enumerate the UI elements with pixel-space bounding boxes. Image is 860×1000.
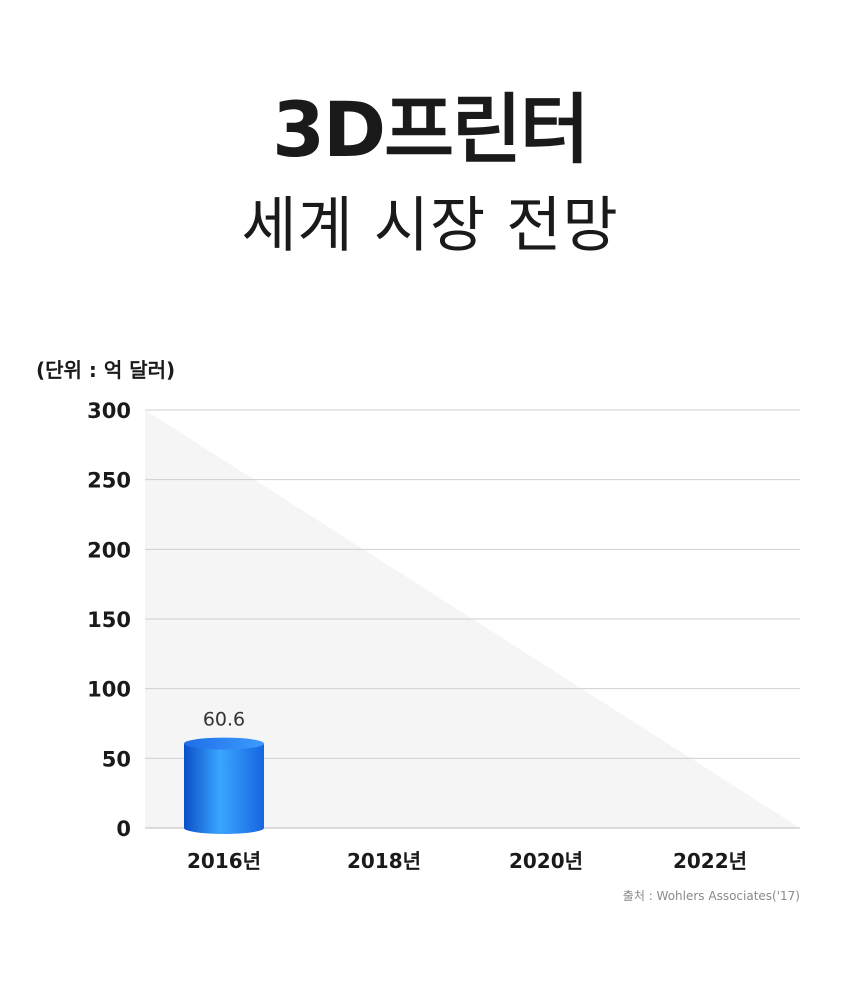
y-tick-label: 150 <box>87 608 131 632</box>
x-tick-label: 2016년 <box>187 849 261 873</box>
x-axis-categories: 2016년 2018년 2020년 2022년 <box>187 849 747 873</box>
chart-subtitle: 세계 시장 전망 <box>241 191 619 261</box>
unit-label: (단위 : 억 달러) <box>36 358 176 382</box>
y-tick-label: 100 <box>87 678 131 702</box>
x-tick-label: 2022년 <box>673 849 747 873</box>
gridlines <box>145 409 800 829</box>
x-tick-label: 2020년 <box>509 849 583 873</box>
y-tick-label: 200 <box>87 538 131 562</box>
y-tick-label: 300 <box>87 399 131 423</box>
y-tick-label: 50 <box>102 747 131 771</box>
source-note: 출처 : Wohlers Associates('17) <box>622 889 800 903</box>
bars <box>184 737 264 834</box>
y-axis-ticks: 0 50 100 150 200 250 300 <box>87 399 131 841</box>
chart-title: 3D프린터 <box>272 85 590 174</box>
y-tick-label: 250 <box>87 469 131 493</box>
y-tick-label: 0 <box>116 817 131 841</box>
data-label: 60.6 <box>203 709 245 731</box>
bar <box>184 737 264 834</box>
x-tick-label: 2018년 <box>347 849 421 873</box>
value-labels: 60.6 <box>203 709 245 731</box>
